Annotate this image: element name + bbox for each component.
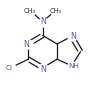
Text: Cl: Cl <box>6 65 13 71</box>
Text: N: N <box>70 32 76 41</box>
Text: N: N <box>40 17 46 26</box>
Text: N: N <box>40 65 46 74</box>
Text: N: N <box>23 39 29 49</box>
Text: CH₃: CH₃ <box>50 8 62 14</box>
Text: NH: NH <box>68 63 79 69</box>
Text: CH₃: CH₃ <box>23 8 35 14</box>
